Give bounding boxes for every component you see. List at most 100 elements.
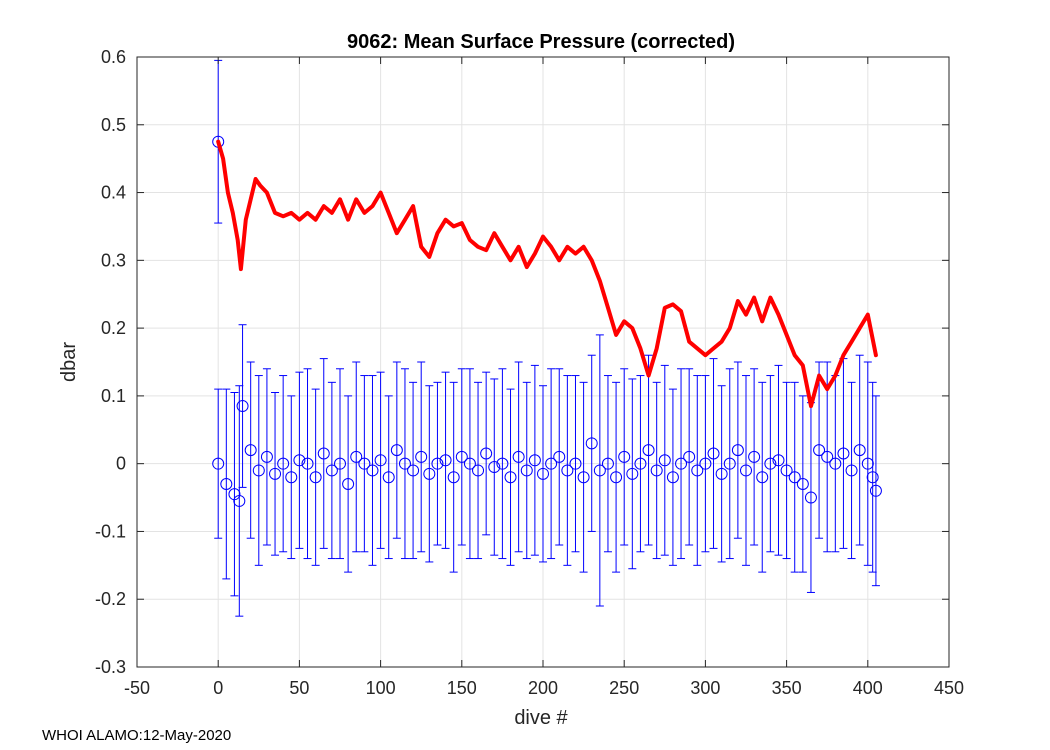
data-point-marker bbox=[866, 471, 879, 484]
data-point-marker bbox=[553, 450, 566, 463]
data-point-marker bbox=[691, 464, 704, 477]
data-point-marker bbox=[845, 464, 858, 477]
data-point-marker bbox=[350, 450, 363, 463]
data-point-marker bbox=[837, 447, 850, 460]
data-point-marker bbox=[447, 471, 460, 484]
data-point-marker bbox=[285, 471, 298, 484]
x-tick-label: 300 bbox=[690, 678, 720, 698]
x-tick-label: 200 bbox=[528, 678, 558, 698]
data-point-marker bbox=[220, 478, 233, 490]
x-axis-label: dive # bbox=[514, 707, 568, 729]
data-point-marker bbox=[577, 471, 590, 484]
y-tick-label: 0.4 bbox=[101, 183, 126, 203]
data-point-marker bbox=[804, 491, 817, 504]
data-point-marker bbox=[634, 457, 647, 470]
data-point-marker bbox=[658, 454, 671, 467]
data-point-marker bbox=[764, 457, 777, 470]
data-point-marker bbox=[545, 457, 558, 470]
data-point-marker bbox=[780, 464, 793, 477]
data-point-marker bbox=[431, 457, 444, 470]
data-point-marker bbox=[212, 457, 225, 470]
data-point-marker bbox=[317, 447, 330, 460]
data-point-marker bbox=[788, 471, 801, 484]
data-point-marker bbox=[277, 457, 290, 470]
data-point-marker bbox=[358, 457, 371, 470]
data-point-marker bbox=[455, 450, 468, 463]
data-point-marker bbox=[504, 471, 517, 484]
data-point-marker bbox=[707, 447, 720, 460]
data-point-marker bbox=[569, 457, 582, 470]
y-tick-label: -0.2 bbox=[95, 589, 126, 609]
data-point-marker bbox=[293, 454, 306, 467]
y-tick-label: 0 bbox=[116, 454, 126, 474]
data-point-marker bbox=[374, 454, 387, 467]
data-point-marker bbox=[829, 457, 842, 470]
data-point-marker bbox=[269, 467, 282, 480]
data-point-marker bbox=[585, 437, 598, 450]
y-tick-label: -0.3 bbox=[95, 657, 126, 677]
data-point-marker bbox=[488, 461, 501, 474]
x-tick-label: -50 bbox=[124, 678, 150, 698]
data-point-marker bbox=[398, 457, 411, 470]
data-point-marker bbox=[423, 467, 436, 480]
data-point-marker bbox=[236, 400, 249, 413]
data-point-marker bbox=[244, 444, 257, 457]
data-point-marker bbox=[520, 464, 533, 477]
data-point-marker bbox=[683, 450, 696, 463]
data-point-marker bbox=[260, 450, 273, 463]
data-point-marker bbox=[650, 464, 663, 477]
y-tick-label: 0.6 bbox=[101, 47, 126, 67]
data-point-marker bbox=[618, 450, 631, 463]
x-tick-label: 150 bbox=[447, 678, 477, 698]
footer-stamp: WHOI ALAMO:12-May-2020 bbox=[42, 727, 232, 744]
running-mean-series bbox=[216, 139, 878, 409]
data-point-marker bbox=[610, 471, 623, 484]
data-point-marker bbox=[496, 457, 509, 470]
y-tick-label: 0.1 bbox=[101, 386, 126, 406]
data-point-marker bbox=[407, 464, 420, 477]
data-point-marker bbox=[593, 464, 606, 477]
data-point-marker bbox=[853, 444, 866, 457]
y-axis-label: dbar bbox=[58, 342, 80, 382]
data-point-marker bbox=[756, 471, 769, 484]
data-point-marker bbox=[480, 447, 493, 460]
y-tick-label: 0.5 bbox=[101, 115, 126, 135]
x-tick-label: 250 bbox=[609, 678, 639, 698]
data-point-marker bbox=[642, 444, 655, 457]
data-point-marker bbox=[699, 457, 712, 470]
x-tick-label: 400 bbox=[853, 678, 883, 698]
data-point-marker bbox=[309, 471, 322, 484]
data-point-marker bbox=[342, 478, 355, 490]
data-point-marker bbox=[748, 450, 761, 463]
data-point-marker bbox=[626, 467, 639, 480]
data-point-marker bbox=[772, 454, 785, 467]
data-point-marker bbox=[415, 450, 428, 463]
x-tick-label: 50 bbox=[289, 678, 309, 698]
data-point-marker bbox=[439, 454, 452, 467]
data-point-marker bbox=[861, 457, 874, 470]
data-point-marker bbox=[723, 457, 736, 470]
data-point-marker bbox=[512, 450, 525, 463]
data-point-marker bbox=[666, 471, 679, 484]
data-point-marker bbox=[813, 444, 826, 457]
x-tick-label: 100 bbox=[366, 678, 396, 698]
data-point-marker bbox=[715, 467, 728, 480]
data-point-marker bbox=[675, 457, 688, 470]
data-point-marker bbox=[366, 464, 379, 477]
data-point-marker bbox=[821, 450, 834, 463]
x-tick-label: 0 bbox=[213, 678, 223, 698]
data-point-marker bbox=[731, 444, 744, 457]
y-tick-label: -0.1 bbox=[95, 521, 126, 541]
data-point-marker bbox=[233, 494, 246, 507]
chart-title: 9062: Mean Surface Pressure (corrected) bbox=[347, 31, 735, 53]
y-tick-label: 0.3 bbox=[101, 250, 126, 270]
data-point-marker bbox=[796, 478, 809, 490]
x-tick-label: 450 bbox=[934, 678, 964, 698]
errorbar-series bbox=[212, 59, 882, 617]
axis-ticks: -50 0 50 100 150 200 250 300 350 400 450 -0.3 -0.2 -0… bbox=[95, 47, 964, 698]
y-tick-label: 0.2 bbox=[101, 318, 126, 338]
data-point-marker bbox=[390, 444, 403, 457]
x-tick-label: 350 bbox=[772, 678, 802, 698]
running-mean-line bbox=[216, 139, 878, 409]
